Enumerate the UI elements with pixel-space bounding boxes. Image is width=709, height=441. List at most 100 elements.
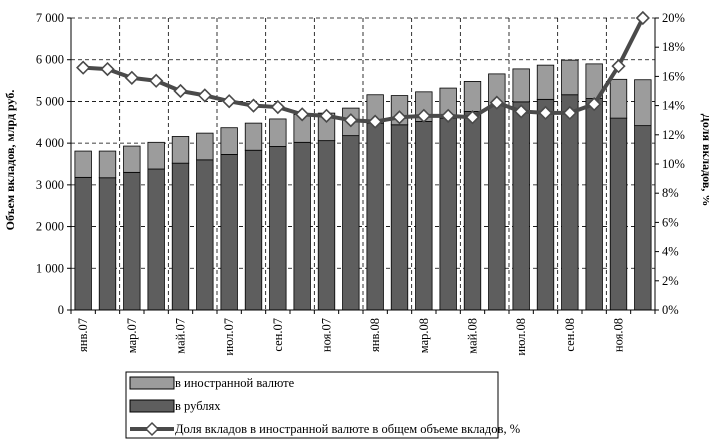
y2-tick-label: 12% (662, 128, 685, 142)
legend-marker-share (144, 421, 160, 437)
bar-rub (123, 171, 141, 311)
y-axis-label: Объем вкладов, млрд руб. (3, 90, 17, 231)
y-tick-label: 1 000 (36, 261, 64, 275)
x-tick-label: сен.07 (271, 318, 285, 352)
y2-tick-label: 16% (662, 69, 685, 83)
bar-rub (609, 117, 628, 311)
bars (74, 59, 652, 311)
y2-tick-label: 14% (662, 99, 685, 113)
y2-tick-labels: 0% 2% 4% 6% 8% 10% 12% 14% 16% 18% 20% (662, 11, 685, 317)
x-tick-label: мар.07 (125, 318, 139, 353)
x-tick-label: май.07 (174, 318, 188, 354)
y2-tick-label: 20% (662, 11, 685, 25)
bar-rub (439, 117, 457, 311)
y2-axis-label: Доля вкладов, % (700, 114, 709, 207)
share-point (197, 88, 212, 103)
share-point (562, 105, 577, 121)
share-point (441, 108, 456, 123)
share-point (100, 61, 115, 77)
bar-foreign (74, 150, 92, 178)
axes (67, 17, 659, 314)
x-tick-label: июл.08 (514, 318, 528, 356)
x-tick-label: мар.08 (417, 318, 431, 353)
y2-tick-label: 4% (662, 245, 679, 259)
bar-rub (585, 98, 603, 311)
y-tick-label: 5 000 (36, 94, 64, 108)
grid-lines (71, 17, 655, 310)
bar-rub (415, 121, 433, 311)
bar-foreign (536, 64, 555, 100)
share-point (270, 99, 285, 115)
bar-foreign (98, 150, 117, 179)
share-point (416, 108, 431, 123)
y-tick-label: 2 000 (36, 220, 64, 234)
share-point (587, 97, 602, 112)
bar-rub (171, 162, 190, 311)
bar-rub (293, 141, 311, 311)
legend: в иностранной валюте в рублях Доля вклад… (125, 371, 520, 439)
share-point (368, 114, 383, 129)
share-point (76, 60, 91, 75)
bar-rub (269, 146, 287, 311)
bar-rub (317, 140, 336, 311)
share-point (295, 107, 310, 122)
share-point (124, 70, 139, 85)
bar-foreign (269, 118, 287, 147)
bar-rub (244, 149, 263, 311)
y2-tick-label: 6% (662, 215, 679, 229)
legend-swatch-foreign (129, 376, 175, 390)
bar-foreign (171, 136, 190, 164)
legend-label-rub: в рублях (175, 399, 221, 413)
bar-rub (512, 101, 530, 311)
x-tick-label: май.08 (466, 318, 480, 354)
legend-label-foreign: в иностранной валюте (175, 376, 295, 390)
x-tick-label: июл.07 (222, 318, 236, 356)
bar-foreign (634, 79, 652, 127)
x-tick-label: ноя.07 (320, 318, 334, 352)
y-tick-labels: 0 1 000 2 000 3 000 4 000 5 000 6 000 7 000 (36, 11, 64, 317)
bar-foreign (463, 81, 482, 112)
bar-rub (634, 125, 652, 311)
bar-rub (536, 98, 555, 311)
bar-rub (220, 154, 238, 311)
y-tick-label: 7 000 (36, 11, 64, 25)
bar-foreign (609, 78, 628, 119)
legend-label-share: Доля вкладов в иностранной валюте в обще… (175, 422, 520, 436)
bar-foreign (512, 68, 530, 103)
y2-tick-label: 18% (662, 40, 685, 54)
bar-rub (366, 122, 384, 311)
y2-tick-label: 0% (662, 303, 679, 317)
bar-rub (342, 135, 360, 311)
share-point (173, 83, 188, 99)
bar-foreign (244, 122, 263, 151)
x-tick-label: янв.08 (368, 318, 382, 352)
y2-tick-label: 10% (662, 157, 685, 171)
y-tick-label: 4 000 (36, 136, 64, 150)
share-point (465, 110, 480, 125)
legend-swatch-rub (129, 399, 175, 413)
x-tick-label: ноя.08 (612, 318, 626, 352)
x-tick-label: янв.07 (76, 318, 90, 352)
bar-rub (147, 168, 165, 311)
y-tick-label: 3 000 (36, 178, 64, 192)
bar-foreign (220, 127, 238, 155)
y2-tick-label: 2% (662, 274, 679, 288)
bar-foreign (123, 145, 141, 173)
share-point (149, 73, 164, 88)
share-point (246, 98, 261, 113)
share-point (635, 10, 650, 26)
bar-foreign (561, 59, 579, 96)
bar-rub (390, 124, 409, 311)
x-tick-label: сен.08 (563, 318, 577, 352)
share-point (538, 105, 553, 121)
y-tick-label: 0 (58, 303, 64, 317)
share-point (392, 110, 407, 125)
bar-rub (74, 176, 92, 311)
bar-rub (488, 105, 506, 311)
bar-rub (98, 177, 117, 311)
share-point (611, 59, 626, 74)
bar-rub (196, 159, 214, 311)
share-point (514, 104, 529, 119)
share-point (319, 108, 334, 123)
